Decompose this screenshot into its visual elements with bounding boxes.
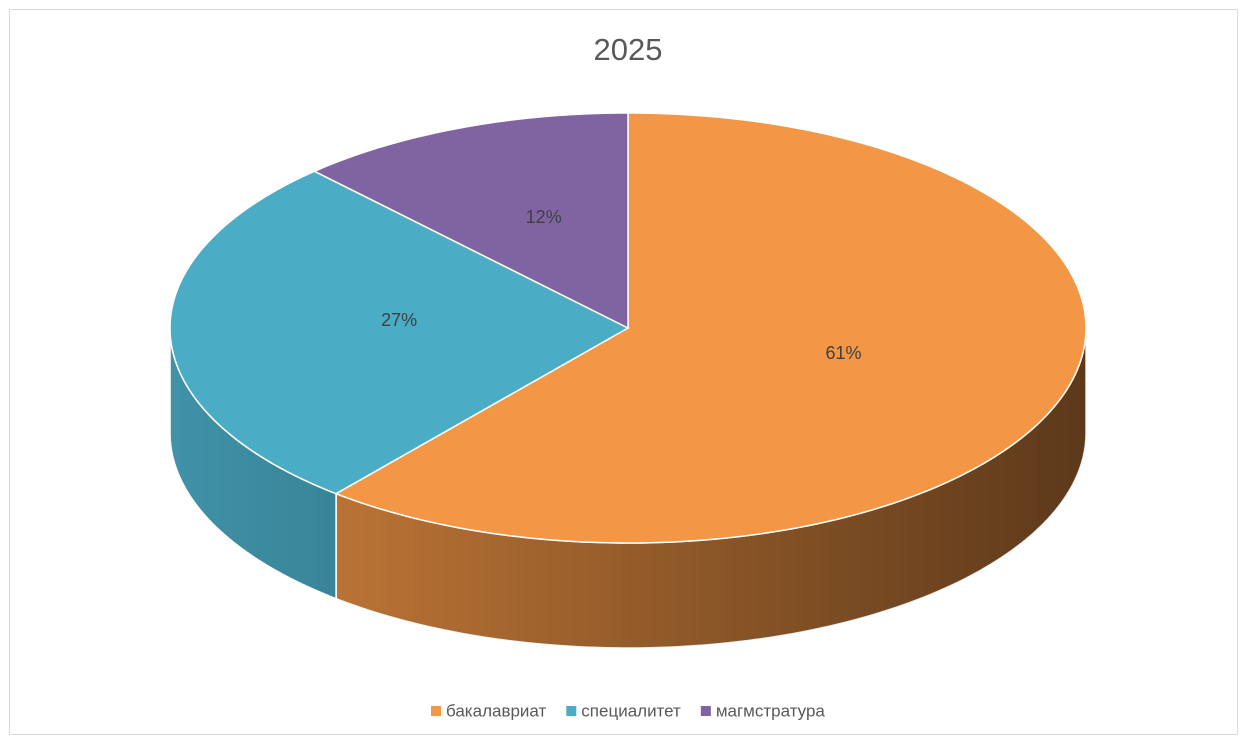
side-shade (336, 328, 1086, 648)
legend: бакалавриат специалитет магмстратура (431, 701, 825, 720)
legend-label: магмстратура (716, 701, 826, 720)
chart-title: 2025 (594, 32, 663, 67)
legend-swatch (700, 706, 711, 716)
legend-label: специалитет (581, 701, 681, 720)
side-shade (170, 328, 337, 599)
legend-label: бакалавриат (446, 701, 547, 720)
data-label: 27% (381, 310, 417, 330)
slice (312, 112, 629, 330)
data-label: 61% (825, 343, 861, 363)
slice (334, 112, 1087, 544)
legend-swatch (566, 706, 577, 716)
data-label: 12% (526, 207, 562, 227)
slice (169, 170, 630, 495)
legend-swatch (431, 706, 441, 716)
